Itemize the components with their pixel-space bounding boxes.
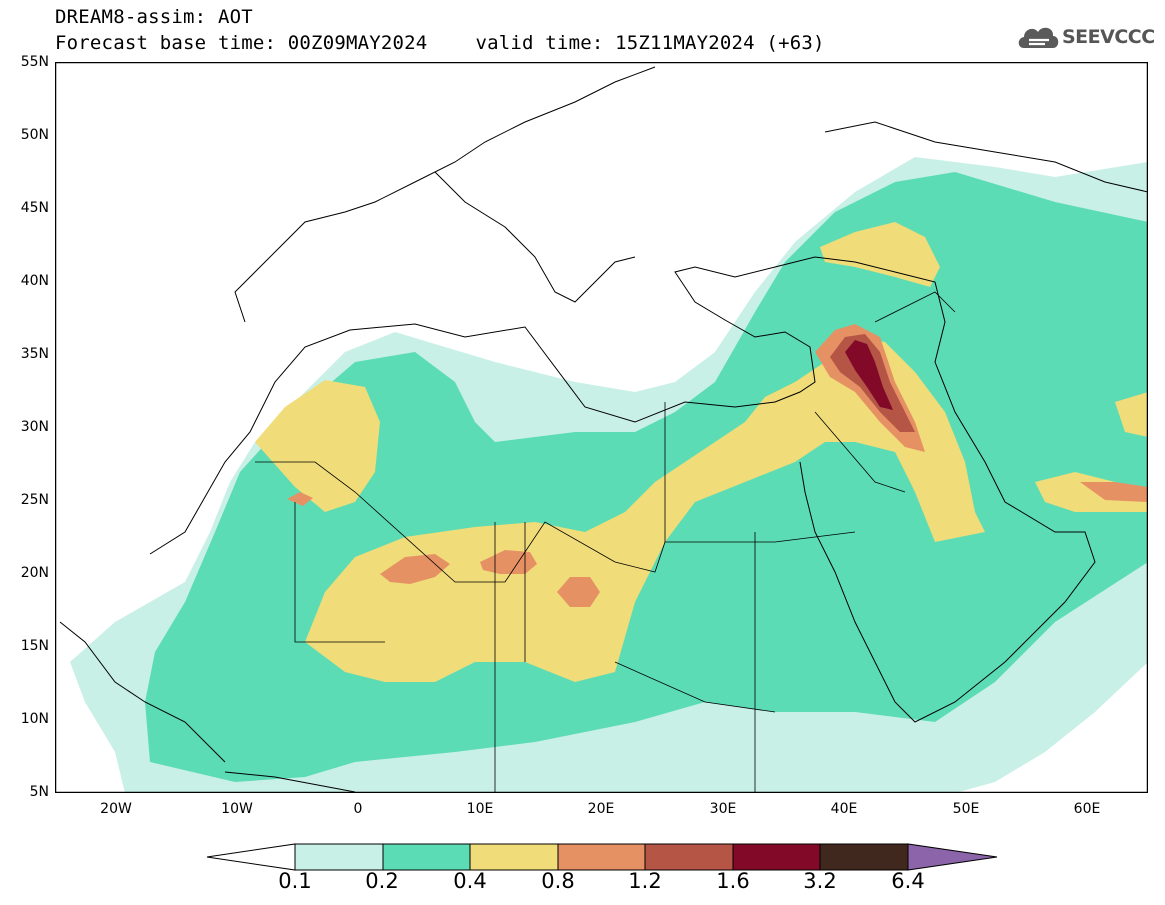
- cloud-icon: [1018, 27, 1059, 48]
- colorbar-label: 6.4: [891, 869, 925, 893]
- colorbar-label: 0.8: [541, 869, 575, 893]
- colorbar-segment: [469, 843, 559, 871]
- lat-tick-label: 55N: [20, 54, 49, 70]
- aot-contour-0.8-west: [287, 492, 313, 506]
- colorbar-segment: [557, 843, 646, 871]
- colorbar-high-arrow: [907, 843, 998, 871]
- seevccc-logo: SEEVCCC: [1016, 22, 1155, 52]
- lat-tick-label: 45N: [20, 200, 49, 216]
- valid-time: valid time: 15Z11MAY2024 (+63): [475, 32, 825, 54]
- colorbar-segment: [732, 843, 821, 871]
- colorbar-low-arrow: [206, 843, 296, 871]
- coastline: [59, 256, 1096, 793]
- lat-tick-label: 5N: [29, 784, 49, 800]
- colorbar-label: 0.4: [453, 869, 487, 893]
- colorbar-segment: [294, 843, 384, 871]
- country-borders: [255, 291, 956, 793]
- aot-contour-1.6: [845, 340, 893, 410]
- aot-contour-0.4-east: [1115, 392, 1148, 437]
- lon-tick-label: 30E: [709, 801, 737, 817]
- lat-tick-label: 15N: [20, 638, 49, 654]
- lat-tick-label: 20N: [20, 565, 49, 581]
- lon-tick-label: 10E: [466, 801, 494, 817]
- lat-tick-label: 10N: [20, 711, 49, 727]
- aot-contour-0.4-gulf: [1035, 472, 1148, 512]
- coastline-europe: [234, 66, 1148, 323]
- colorbar-segment: [382, 843, 471, 871]
- colorbar-label: 0.2: [365, 869, 399, 893]
- colorbar: [206, 843, 998, 871]
- lon-tick-label: 10W: [221, 801, 253, 817]
- lat-tick-label: 30N: [20, 419, 49, 435]
- lat-tick-label: 35N: [20, 346, 49, 362]
- lon-tick-label: 40E: [830, 801, 858, 817]
- colorbar-segment: [819, 843, 909, 871]
- aot-contour-0.4-turkey: [820, 222, 940, 287]
- lat-tick-label: 50N: [20, 127, 49, 143]
- colorbar-label: 0.1: [278, 869, 312, 893]
- aot-contour-0.8-pakistan: [1080, 482, 1148, 502]
- colorbar-label: 3.2: [803, 869, 837, 893]
- map-title: DREAM8-assim: AOT: [55, 6, 253, 28]
- colorbar-segment: [644, 843, 734, 871]
- forecast-base-time: Forecast base time: 00Z09MAY2024: [55, 32, 428, 54]
- colorbar-label: 1.6: [716, 869, 750, 893]
- aot-contour-0.8-libya: [557, 577, 600, 607]
- lat-tick-label: 25N: [20, 492, 49, 508]
- aot-map: 55N 50N 45N 40N 35N 30N 25N 20N 15N 10N …: [21, 54, 1148, 817]
- forecast-times: Forecast base time: 00Z09MAY2024 valid ti…: [55, 32, 825, 54]
- lon-tick-label: 60E: [1073, 801, 1101, 817]
- lat-tick-label: 40N: [20, 273, 49, 289]
- logo-text: SEEVCCC: [1062, 26, 1155, 48]
- lon-tick-label: 20W: [100, 801, 132, 817]
- lon-tick-label: 0: [353, 801, 363, 817]
- aot-map-canvas: [55, 62, 1148, 793]
- lon-tick-label: 50E: [952, 801, 980, 817]
- aot-contour-0.4-west: [255, 380, 380, 512]
- colorbar-label: 1.2: [628, 869, 662, 893]
- aot-contour-0.4-sahel: [305, 337, 985, 682]
- lon-tick-label: 20E: [587, 801, 615, 817]
